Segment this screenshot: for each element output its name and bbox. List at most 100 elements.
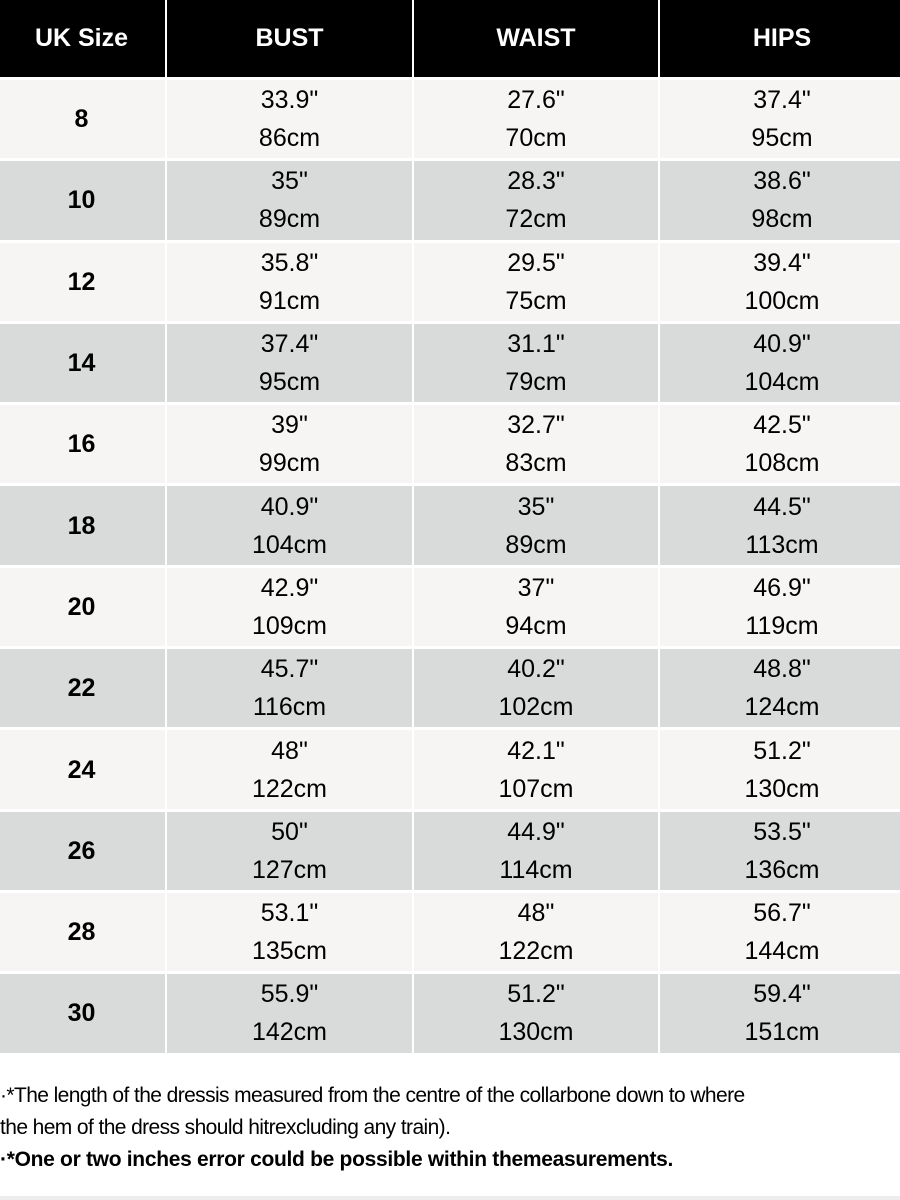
hips-inches: 42.5" xyxy=(753,411,811,440)
hips-inches: 53.5" xyxy=(753,817,811,846)
waist-cm: 102cm xyxy=(498,693,574,722)
bust-cell: 35.8" 91cm xyxy=(167,242,412,321)
hips-inches: 40.9" xyxy=(753,330,811,359)
note-length: ·*The length of the dressis measured fro… xyxy=(0,1084,745,1107)
waist-cell: 28.3" 72cm xyxy=(414,161,658,240)
hips-cm: 100cm xyxy=(744,286,820,315)
waist-cm: 94cm xyxy=(505,611,567,640)
bust-cell: 42.9" 109cm xyxy=(167,567,412,647)
waist-inches: 37" xyxy=(517,573,555,602)
bust-cm: 95cm xyxy=(258,368,321,397)
waist-cell: 35" 89cm xyxy=(414,486,658,565)
waist-inches: 29.5" xyxy=(507,248,565,277)
bust-cell: 37.4" 95cm xyxy=(167,323,412,403)
header-hips: HIPS xyxy=(660,0,900,77)
size-cell: 26 xyxy=(0,811,165,890)
hips-cell: 40.9" 104cm xyxy=(660,323,900,403)
hips-cm: 104cm xyxy=(744,368,820,397)
bust-cm: 127cm xyxy=(251,855,328,884)
waist-cell: 42.1" 107cm xyxy=(414,730,658,809)
header-bust: BUST xyxy=(167,0,412,77)
bust-inches: 55.9" xyxy=(260,980,319,1009)
waist-cm: 79cm xyxy=(505,368,567,397)
bust-inches: 35.8" xyxy=(260,248,319,277)
bust-cm: 142cm xyxy=(251,1018,328,1047)
bust-inches: 50" xyxy=(271,817,308,846)
waist-cell: 29.5" 75cm xyxy=(414,242,658,321)
waist-cell: 31.1" 79cm xyxy=(414,323,658,403)
size-cell: 24 xyxy=(0,730,165,809)
hips-cm: 95cm xyxy=(751,124,813,153)
hips-inches: 46.9" xyxy=(753,573,811,602)
bust-inches: 48" xyxy=(271,736,308,765)
hips-cell: 48.8" 124cm xyxy=(660,649,900,728)
bust-inches: 33.9" xyxy=(260,86,319,115)
hips-inches: 48.8" xyxy=(753,655,811,684)
bottom-divider xyxy=(0,1196,900,1200)
bust-cm: 91cm xyxy=(258,286,321,315)
bust-cm: 116cm xyxy=(252,693,327,722)
size-chart-table: UK Size BUST WAIST HIPS 8 33.9" 86cm 27.6" 7… xyxy=(0,0,900,1053)
hips-cm: 151cm xyxy=(744,1018,820,1047)
bust-cell: 45.7" 116cm xyxy=(167,649,412,728)
waist-inches: 28.3" xyxy=(507,167,565,196)
waist-cell: 37" 94cm xyxy=(414,567,658,647)
bust-inches: 53.1" xyxy=(260,899,319,928)
bust-cell: 50" 127cm xyxy=(167,811,412,890)
bust-inches: 42.9" xyxy=(260,573,319,602)
waist-cell: 40.2" 102cm xyxy=(414,649,658,728)
hips-cell: 38.6" 98cm xyxy=(660,161,900,240)
size-cell: 8 xyxy=(0,80,165,159)
waist-inches: 48" xyxy=(517,899,555,928)
waist-cm: 114cm xyxy=(499,855,573,884)
hips-cm: 98cm xyxy=(751,205,813,234)
bust-cm: 99cm xyxy=(258,449,321,478)
waist-cell: 32.7" 83cm xyxy=(414,405,658,484)
hips-inches: 37.4" xyxy=(753,86,811,115)
waist-inches: 35" xyxy=(517,492,555,521)
waist-inches: 44.9" xyxy=(507,817,565,846)
hips-cm: 136cm xyxy=(744,855,820,884)
waist-cm: 89cm xyxy=(505,530,567,559)
hips-cell: 37.4" 95cm xyxy=(660,80,900,159)
hips-cell: 53.5" 136cm xyxy=(660,811,900,890)
bust-inches: 37.4" xyxy=(260,330,319,359)
waist-cm: 75cm xyxy=(505,286,567,315)
size-cell: 30 xyxy=(0,974,165,1053)
hips-inches: 38.6" xyxy=(753,167,811,196)
hips-cm: 108cm xyxy=(744,449,820,478)
note-error: ·*One or two inches error could be possi… xyxy=(0,1148,674,1171)
waist-cm: 122cm xyxy=(498,937,574,966)
hips-cell: 39.4" 100cm xyxy=(660,242,900,321)
waist-inches: 51.2" xyxy=(507,980,565,1009)
hips-cell: 56.7" 144cm xyxy=(660,892,900,972)
hips-cm: 144cm xyxy=(744,937,820,966)
bust-cm: 135cm xyxy=(251,937,328,966)
hips-cell: 44.5" 113cm xyxy=(660,486,900,565)
hips-inches: 59.4" xyxy=(753,980,811,1009)
size-cell: 12 xyxy=(0,242,165,321)
bust-cell: 35" 89cm xyxy=(167,161,412,240)
bust-cell: 33.9" 86cm xyxy=(167,80,412,159)
footnotes: ·*The length of the dressis measured fro… xyxy=(0,1080,900,1176)
waist-inches: 40.2" xyxy=(507,655,565,684)
hips-cm: 124cm xyxy=(744,693,820,722)
bust-inches: 35" xyxy=(271,167,308,196)
hips-cell: 46.9" 119cm xyxy=(660,567,900,647)
waist-cell: 48" 122cm xyxy=(414,892,658,972)
size-cell: 28 xyxy=(0,892,165,972)
header-uk-size: UK Size xyxy=(0,0,165,77)
hips-inches: 39.4" xyxy=(753,248,811,277)
bust-cm: 89cm xyxy=(258,205,321,234)
bust-cm: 122cm xyxy=(251,774,328,803)
waist-cm: 70cm xyxy=(505,124,567,153)
hips-cell: 42.5" 108cm xyxy=(660,405,900,484)
bust-cm: 86cm xyxy=(258,124,321,153)
waist-inches: 32.7" xyxy=(507,411,565,440)
waist-cell: 44.9" 114cm xyxy=(414,811,658,890)
bust-inches: 45.7" xyxy=(260,655,319,684)
hips-cell: 51.2" 130cm xyxy=(660,730,900,809)
bust-cell: 48" 122cm xyxy=(167,730,412,809)
waist-cell: 51.2" 130cm xyxy=(414,974,658,1053)
size-cell: 14 xyxy=(0,323,165,403)
